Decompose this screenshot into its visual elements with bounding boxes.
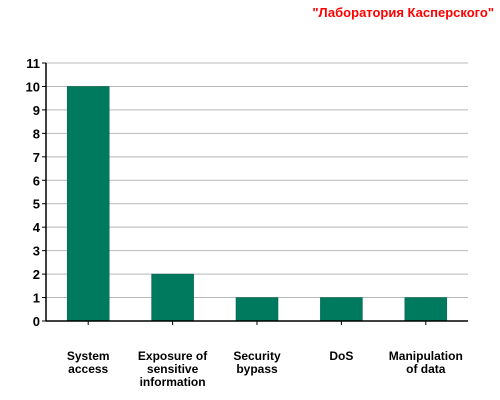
category-label: System bbox=[67, 349, 110, 363]
y-tick-label: 0 bbox=[33, 314, 40, 329]
y-tick-label: 1 bbox=[33, 291, 40, 306]
y-tick-label: 4 bbox=[33, 220, 41, 235]
y-tick-label: 8 bbox=[33, 126, 40, 141]
bar bbox=[66, 86, 110, 322]
y-tick-label: 2 bbox=[33, 267, 40, 282]
category-label: Security bbox=[233, 349, 281, 363]
category-label: sensitive bbox=[147, 362, 199, 376]
bar bbox=[235, 297, 279, 322]
category-label: Manipulation bbox=[389, 349, 463, 363]
bars bbox=[66, 86, 448, 322]
y-tick-label: 11 bbox=[26, 56, 40, 71]
y-tick-label: 10 bbox=[26, 79, 40, 94]
axes bbox=[42, 62, 468, 325]
category-label: Exposure of bbox=[138, 349, 208, 363]
y-tick-label: 3 bbox=[33, 244, 40, 259]
category-label: bypass bbox=[236, 362, 278, 376]
brand-caption: "Лаборатория Касперского" bbox=[312, 5, 494, 20]
bar bbox=[404, 297, 448, 322]
category-label: DoS bbox=[329, 349, 353, 363]
category-label: information bbox=[140, 375, 206, 389]
bar bbox=[151, 273, 194, 322]
y-tick-labels: 0 1 2 3 4 5 6 7 8 9 10 11 bbox=[26, 56, 41, 329]
y-tick-label: 9 bbox=[33, 103, 40, 118]
y-tick-label: 5 bbox=[33, 197, 40, 212]
category-label: of data bbox=[406, 362, 446, 376]
category-label: access bbox=[68, 362, 108, 376]
y-tick-label: 6 bbox=[33, 173, 40, 188]
bar bbox=[320, 297, 363, 322]
y-tick-label: 7 bbox=[33, 150, 40, 165]
